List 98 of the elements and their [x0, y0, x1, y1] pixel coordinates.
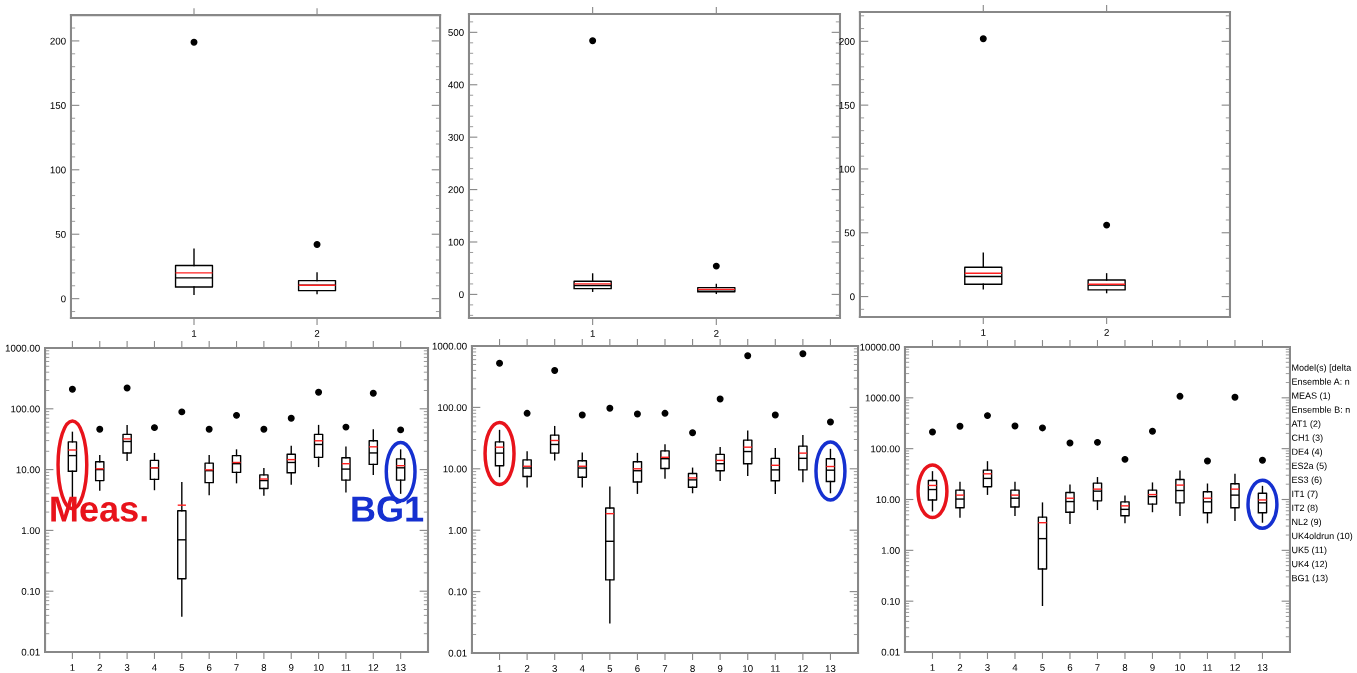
x-tick-label: 1 [497, 665, 502, 672]
annotation: Meas. [51, 496, 147, 522]
y-tick-label: 100 [839, 165, 855, 173]
text: Model(s) [delta [1292, 364, 1352, 373]
y-tick-label: 100.00 [871, 445, 900, 453]
y-tick-label: 100.00 [438, 404, 467, 412]
text: ES2a (5) [1292, 462, 1327, 471]
y-tick-label: 0.01 [881, 648, 900, 656]
y-tick-label: 200 [50, 37, 66, 45]
x-tick-label: 4 [1012, 664, 1018, 671]
x-tick-label: 7 [1095, 664, 1100, 671]
text: DE4 (4) [1292, 448, 1323, 457]
y-tick-label: 10.00 [876, 496, 900, 504]
y-tick-label: 100.00 [11, 405, 40, 413]
y-tick-label: 0.01 [21, 648, 40, 656]
y-tick-label: 1000.00 [5, 344, 40, 352]
x-tick-label: 2 [1104, 329, 1109, 336]
y-tick-label: 50 [55, 230, 66, 238]
x-tick-label: 6 [206, 664, 212, 671]
y-tick-label: 0.10 [21, 587, 40, 595]
x-tick-label: 2 [314, 330, 320, 337]
x-tick-label: 1 [70, 664, 75, 671]
x-tick-label: 10 [1175, 664, 1185, 671]
x-tick-label: 10 [313, 664, 324, 671]
x-tick-label: 3 [552, 665, 557, 672]
x-tick-label: 2 [957, 664, 963, 671]
x-tick-label: 4 [579, 665, 585, 672]
x-tick-label: 1 [192, 330, 197, 337]
text: UK4oldrun (10) [1292, 532, 1353, 541]
y-tick-label: 0.01 [448, 649, 467, 657]
text: UK4 (12) [1292, 560, 1328, 569]
x-tick-label: 1 [590, 330, 595, 337]
y-tick-label: 100 [448, 238, 464, 246]
y-tick-label: 400 [448, 81, 464, 89]
y-tick-label: 50 [844, 229, 855, 237]
y-tick-label: 200 [448, 186, 464, 194]
text: AT1 (2) [1291, 420, 1321, 429]
x-tick-label: 7 [662, 665, 668, 672]
annotation: BG1 [352, 496, 424, 522]
text: Ensemble B: n [1292, 406, 1350, 413]
x-tick-label: 8 [690, 665, 695, 672]
text: UK5 (11) [1292, 546, 1327, 555]
x-tick-label: 2 [97, 664, 102, 671]
x-tick-label: 11 [1203, 664, 1213, 671]
x-tick-label: 13 [1257, 664, 1268, 671]
x-tick-label: 6 [635, 665, 640, 672]
y-tick-label: 150 [50, 102, 66, 109]
y-tick-label: 10.00 [16, 466, 40, 474]
y-tick-label: 1.00 [881, 547, 900, 554]
x-tick-label: 11 [341, 664, 351, 671]
x-tick-label: 13 [395, 664, 406, 671]
y-tick-label: 150 [839, 101, 855, 109]
x-tick-label: 5 [1040, 664, 1045, 671]
x-tick-label: 8 [261, 664, 267, 671]
x-tick-label: 10 [743, 665, 753, 672]
y-tick-label: 0 [850, 293, 855, 301]
text: ES3 (6) [1292, 476, 1322, 485]
x-tick-label: 1 [930, 664, 935, 671]
y-tick-label: 1.00 [22, 527, 40, 535]
x-tick-label: 3 [985, 664, 990, 671]
text: IT2 (8) [1292, 504, 1318, 513]
y-tick-label: 10000.00 [860, 343, 900, 351]
y-tick-label: 1000.00 [865, 394, 900, 402]
x-tick-label: 9 [1150, 664, 1155, 671]
y-tick-label: 200 [839, 38, 855, 45]
x-tick-label: 11 [771, 665, 780, 672]
x-tick-label: 2 [714, 330, 719, 337]
x-tick-label: 12 [798, 665, 808, 672]
x-tick-label: 5 [179, 664, 185, 671]
x-tick-label: 2 [524, 665, 530, 672]
y-tick-label: 10.00 [443, 465, 467, 473]
x-tick-label: 12 [368, 664, 379, 671]
y-tick-label: 1000.00 [432, 342, 467, 350]
y-tick-label: 500 [448, 29, 464, 36]
text: BG1 (13) [1292, 574, 1328, 584]
x-tick-label: 1 [981, 329, 986, 336]
y-tick-label: 0 [61, 295, 66, 303]
text: NL2 (9) [1292, 518, 1322, 527]
y-tick-label: 1.00 [448, 526, 467, 534]
text: IT1 (7) [1292, 490, 1318, 499]
text: MEAS (1) [1292, 392, 1331, 401]
text: CH1 (3) [1291, 434, 1323, 443]
y-tick-label: 300 [448, 133, 464, 141]
x-tick-label: 8 [1122, 664, 1128, 671]
y-tick-label: 0.10 [448, 588, 467, 596]
x-tick-label: 6 [1067, 664, 1073, 671]
x-tick-label: 4 [151, 664, 157, 671]
y-tick-label: 0 [459, 291, 464, 299]
x-tick-label: 13 [825, 665, 836, 672]
x-tick-label: 7 [234, 664, 239, 671]
x-tick-label: 12 [1230, 664, 1240, 671]
y-tick-label: 0.10 [881, 597, 900, 605]
x-tick-label: 5 [607, 665, 613, 672]
y-tick-label: 100 [50, 166, 66, 174]
text: Ensemble A: n [1292, 378, 1350, 385]
x-tick-label: 3 [124, 664, 130, 671]
x-tick-label: 9 [717, 665, 723, 672]
x-tick-label: 9 [288, 664, 294, 671]
